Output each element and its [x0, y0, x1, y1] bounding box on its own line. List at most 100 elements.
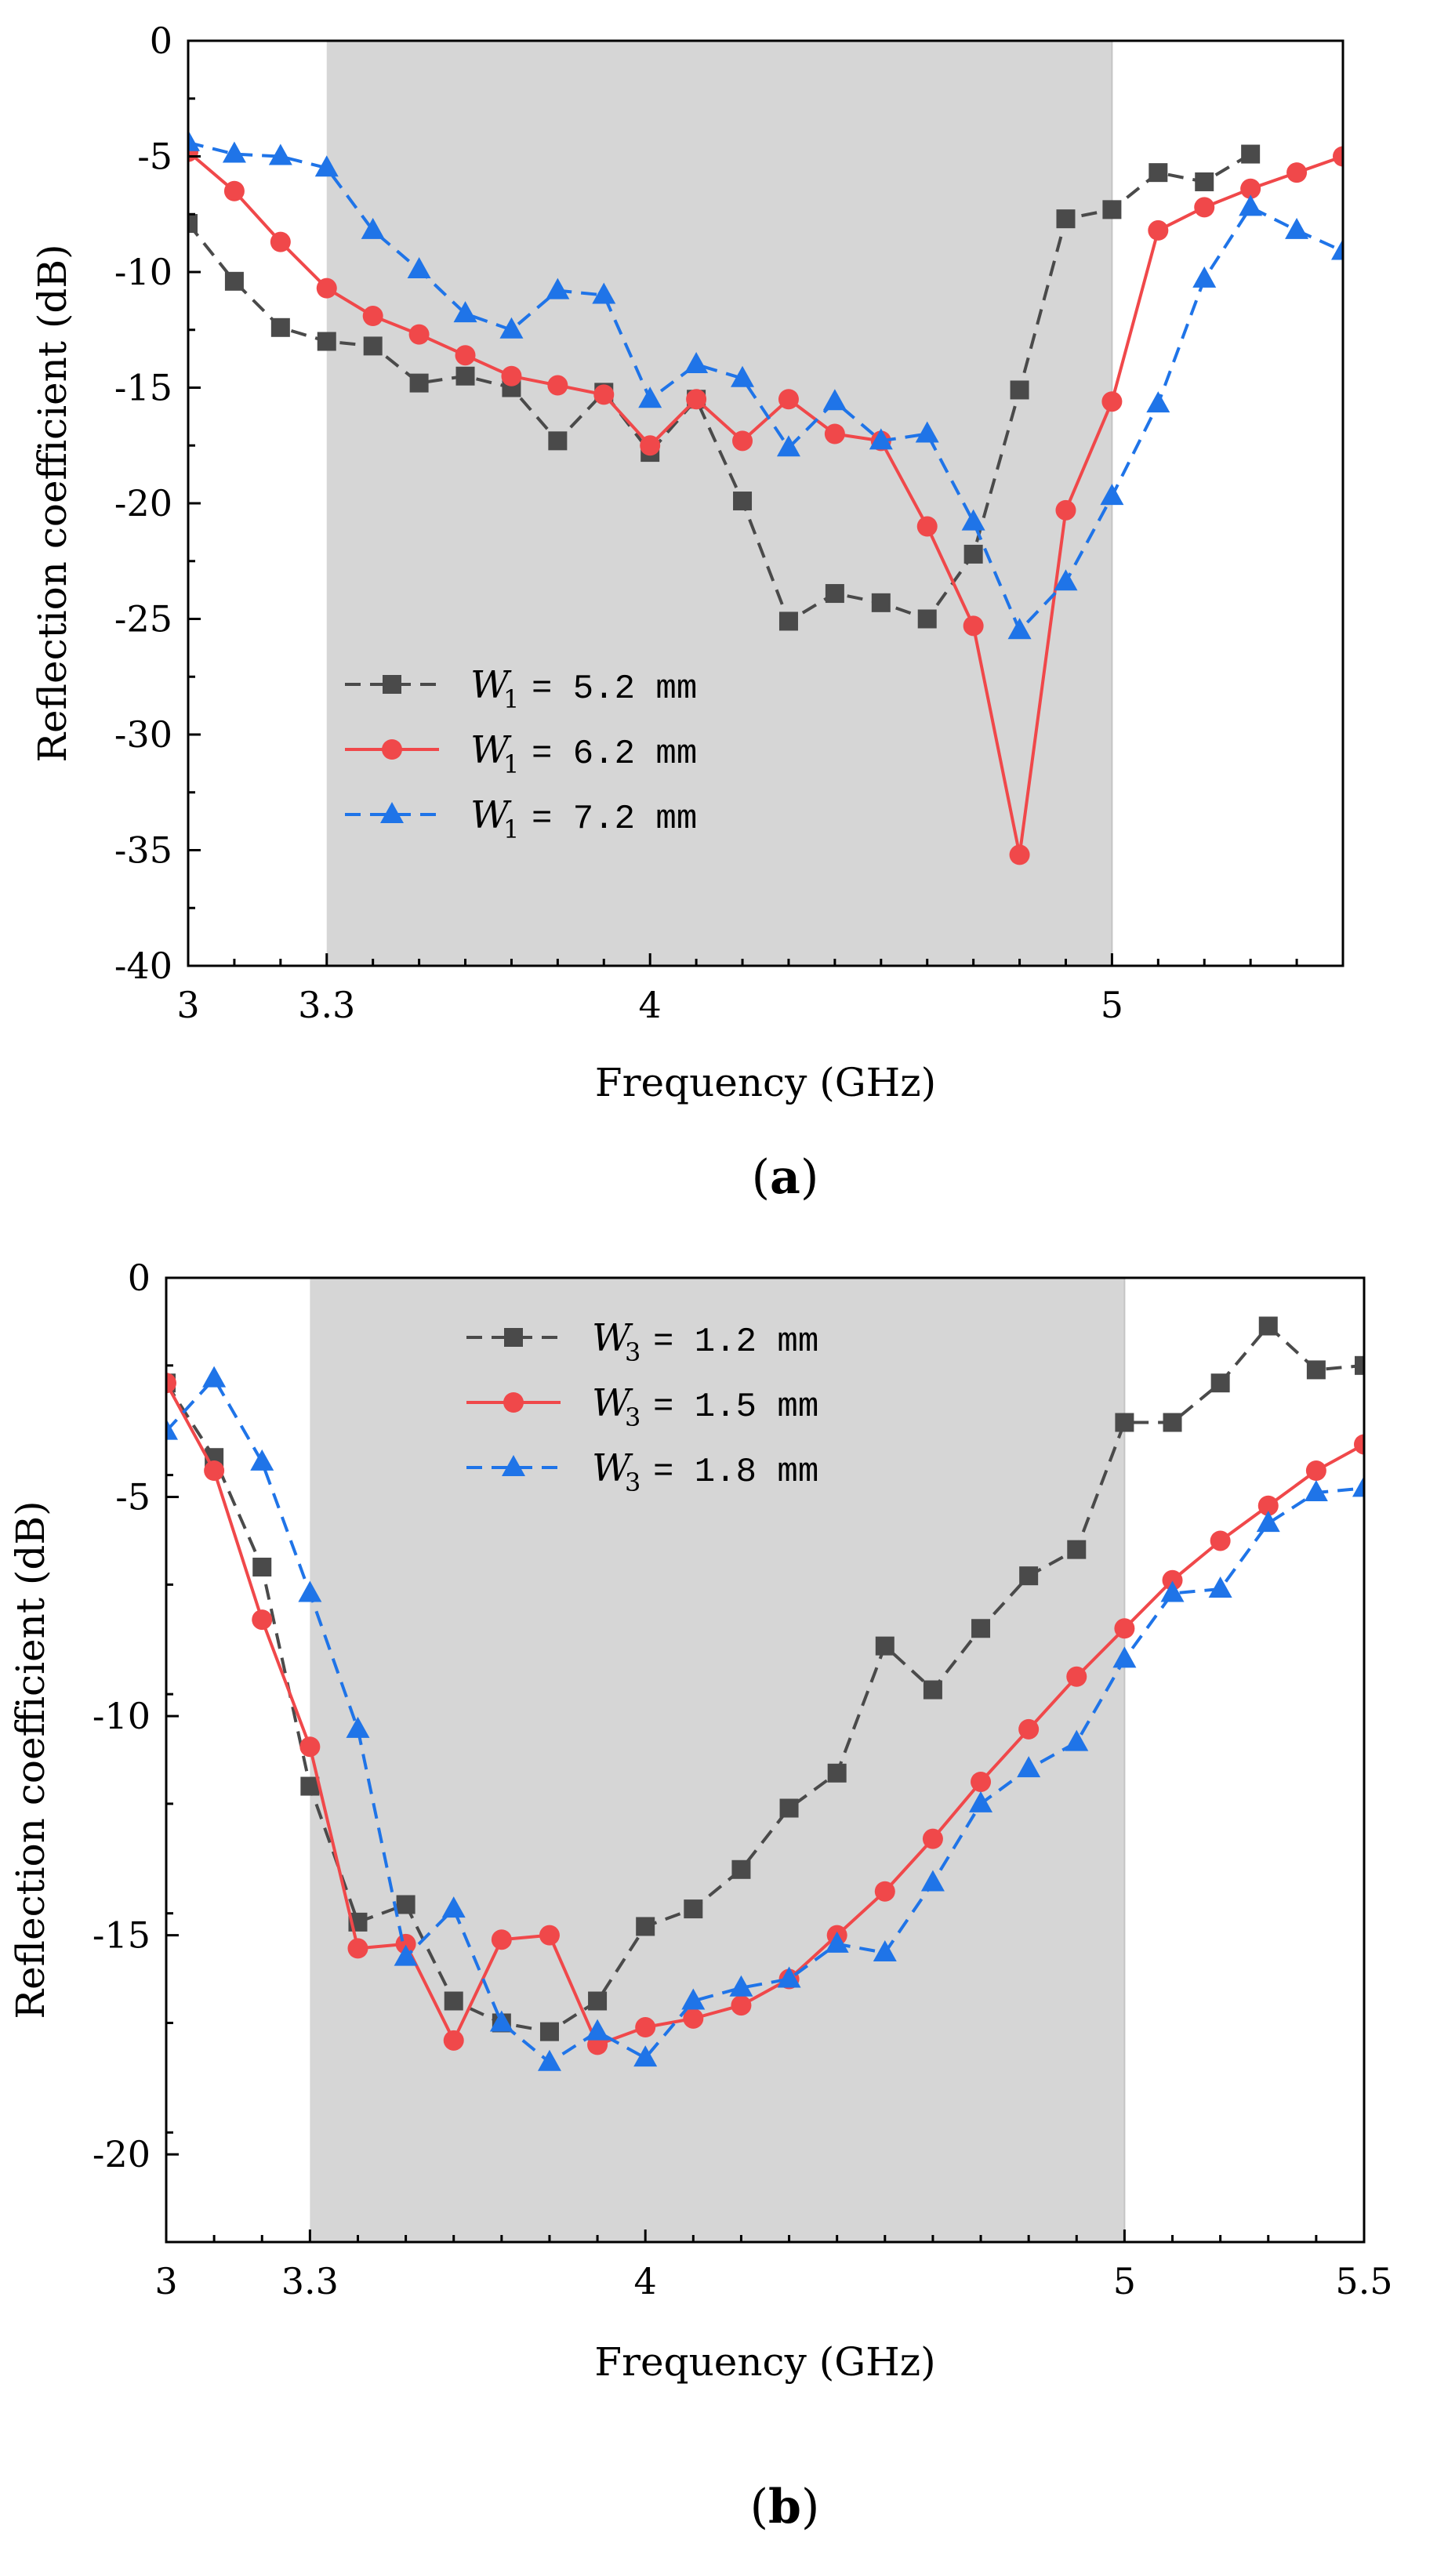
data-point-triangle — [546, 278, 570, 299]
data-point-triangle — [586, 2019, 610, 2041]
data-point-square — [1195, 172, 1214, 191]
data-point-triangle — [499, 317, 524, 339]
data-point-circle — [1210, 1530, 1231, 1551]
data-point-triangle — [1331, 238, 1343, 260]
data-point-square — [317, 332, 336, 351]
legend-symbol: W — [592, 1381, 633, 1425]
data-point-square — [1306, 1360, 1326, 1380]
data-point-triangle — [407, 257, 431, 279]
data-point-circle — [1305, 1460, 1326, 1481]
data-point-square — [917, 609, 937, 629]
data-point-circle — [443, 2030, 464, 2051]
data-point-triangle — [825, 1931, 849, 1953]
data-point-circle — [547, 375, 568, 396]
data-point-triangle — [684, 352, 709, 373]
x-tick-label: 3 — [154, 2260, 177, 2302]
data-point-square — [444, 1991, 463, 2011]
y-tick-label: -20 — [114, 482, 172, 524]
legend-marker-circle — [503, 1392, 524, 1413]
x-axis-label: Frequency (GHz) — [595, 1060, 936, 1105]
data-point-square — [1355, 1355, 1364, 1375]
data-point-square — [1163, 1413, 1182, 1432]
data-point-circle — [1055, 499, 1076, 521]
legend-symbol: W — [470, 663, 512, 707]
data-point-circle — [362, 306, 383, 327]
series-3 — [188, 129, 1343, 640]
data-point-triangle — [1065, 1729, 1089, 1751]
data-point-circle — [204, 1460, 225, 1481]
data-point-circle — [270, 231, 291, 252]
data-point-triangle — [1146, 391, 1170, 413]
y-tick-label: -30 — [114, 713, 172, 756]
data-point-triangle — [250, 1449, 274, 1471]
series-3 — [166, 1366, 1364, 2071]
data-point-circle — [922, 1828, 943, 1849]
data-point-triangle — [361, 217, 385, 239]
data-point-square — [1102, 200, 1122, 220]
data-point-circle — [593, 384, 615, 405]
data-point-square — [409, 373, 429, 393]
legend-symbol: W — [592, 1316, 633, 1360]
y-tick-label: -35 — [114, 829, 172, 872]
data-point-triangle — [681, 1988, 706, 2010]
data-point-circle — [347, 1938, 368, 1959]
data-point-triangle — [1256, 1511, 1280, 1533]
data-point-square — [871, 593, 891, 612]
data-point-circle — [539, 1925, 560, 1946]
y-tick-label: -10 — [114, 251, 172, 293]
data-point-circle — [1194, 197, 1215, 218]
legend-symbol: W — [592, 1446, 633, 1490]
y-tick-label: -5 — [115, 1476, 151, 1518]
data-point-triangle — [1007, 618, 1032, 640]
plot-frame — [165, 1276, 1366, 2244]
data-point-triangle — [1100, 484, 1124, 506]
x-tick-label: 5 — [1101, 984, 1123, 1026]
legend-value: = 5.2 mm — [532, 669, 697, 709]
data-point-square — [1056, 209, 1076, 229]
legend-value: = 6.2 mm — [532, 735, 697, 774]
data-point-triangle — [298, 1580, 322, 1602]
data-point-triangle — [776, 435, 800, 457]
data-point-triangle — [489, 2010, 513, 2032]
legend-subscript: 3 — [625, 1337, 640, 1367]
data-point-circle — [640, 435, 661, 456]
data-point-square — [636, 1917, 655, 1936]
data-point-circle — [1162, 1569, 1183, 1591]
y-tick-label: -40 — [114, 945, 172, 987]
data-point-square — [548, 431, 568, 451]
legend-symbol: W — [470, 728, 512, 772]
data-point-square — [224, 271, 244, 291]
data-point-square — [779, 1798, 799, 1818]
panel-label: (a) — [752, 1150, 819, 1205]
data-point-circle — [971, 1771, 992, 1792]
data-point-triangle — [869, 428, 893, 450]
y-tick-label: -10 — [93, 1695, 151, 1737]
data-point-circle — [455, 345, 476, 366]
data-point-circle — [732, 430, 753, 452]
y-axis-label: Reflection coefficient (dB) — [30, 244, 75, 762]
x-tick-label: 5.5 — [1335, 2260, 1392, 2302]
panel-label-letter: b — [768, 2480, 801, 2534]
legend-subscript: 1 — [503, 684, 519, 714]
data-point-circle — [1009, 844, 1030, 865]
data-point-circle — [166, 1373, 176, 1394]
data-point-circle — [1018, 1718, 1040, 1740]
y-tick-label: 0 — [150, 20, 172, 62]
data-point-circle — [1333, 146, 1343, 167]
data-point-triangle — [915, 421, 939, 443]
y-tick-label: -25 — [114, 598, 172, 640]
data-point-circle — [252, 1609, 273, 1631]
data-point-triangle — [638, 386, 662, 408]
data-point-triangle — [1304, 1479, 1328, 1501]
legend-marker-circle — [382, 739, 402, 760]
data-point-square — [539, 2022, 559, 2041]
data-point-triangle — [453, 301, 477, 323]
x-tick-label: 4 — [639, 984, 662, 1026]
data-point-circle — [223, 180, 245, 201]
legend-value: = 1.5 mm — [653, 1388, 818, 1427]
data-point-square — [733, 492, 753, 511]
y-tick-label: -15 — [114, 367, 172, 409]
data-point-triangle — [592, 282, 616, 304]
data-point-circle — [408, 324, 430, 345]
